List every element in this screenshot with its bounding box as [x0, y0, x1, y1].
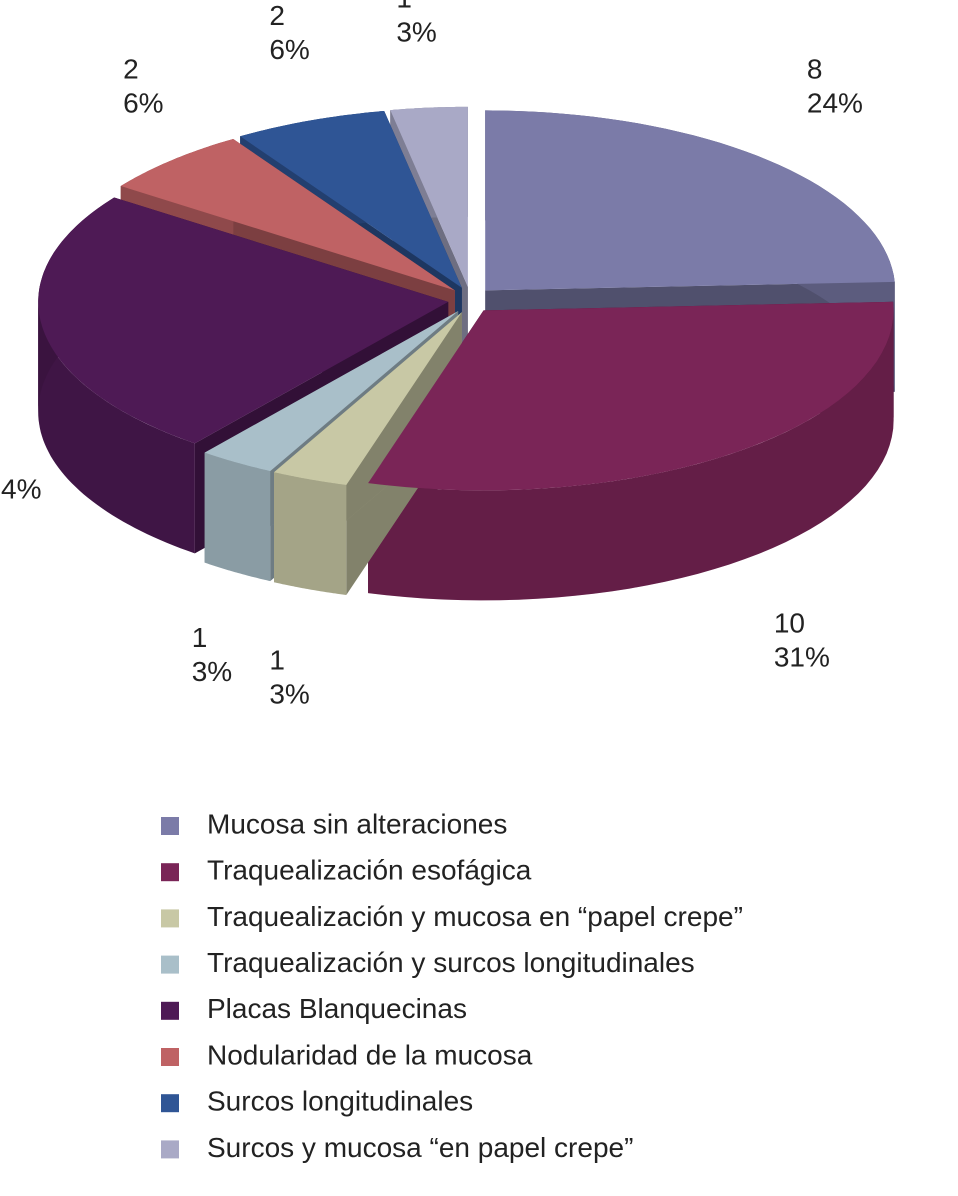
- slice: [368, 301, 894, 491]
- legend-label: Nodularidad de la mucosa: [207, 1039, 533, 1070]
- value-label: 2: [123, 53, 139, 84]
- legend-swatch: [161, 955, 179, 974]
- legend-label: Traquealización y mucosa en “papel crepe…: [207, 901, 743, 932]
- legend-swatch: [161, 863, 179, 882]
- legend-swatch: [161, 1001, 179, 1020]
- value-label: 1: [269, 645, 285, 676]
- legend-label: Placas Blanquecinas: [207, 993, 467, 1024]
- slice-wall: [274, 472, 347, 595]
- slice: [274, 312, 462, 485]
- value-label: 1: [396, 0, 412, 14]
- slice: [38, 197, 449, 444]
- percent-label: 24%: [0, 474, 42, 505]
- legend-swatch: [161, 1094, 179, 1113]
- value-label: 2: [269, 0, 285, 31]
- legend-label: Surcos longitudinales: [207, 1086, 473, 1117]
- slice: [390, 106, 468, 287]
- slice-shade: [38, 301, 195, 554]
- percent-label: 31%: [774, 642, 830, 673]
- slice-wall: [368, 310, 894, 601]
- slice-shade: [274, 472, 347, 595]
- legend-label: Traquealización esofágica: [207, 855, 532, 886]
- slice-wall: [38, 301, 195, 554]
- slice: [204, 311, 459, 472]
- slice-shade: [368, 310, 894, 601]
- legend-swatch: [161, 1140, 179, 1159]
- percent-label: 3%: [192, 656, 232, 687]
- slice-shade: [204, 452, 271, 582]
- legend-swatch: [161, 1048, 179, 1066]
- percent-label: 6%: [269, 34, 309, 65]
- legend-label: Surcos y mucosa “en papel crepe”: [207, 1132, 633, 1163]
- percent-label: 24%: [807, 87, 863, 118]
- legend-swatch: [161, 817, 179, 835]
- slice-wall: [893, 301, 894, 421]
- slice: [485, 110, 895, 291]
- percent-label: 3%: [396, 17, 436, 48]
- legend-swatch: [161, 909, 179, 928]
- slice-wall: [204, 452, 271, 582]
- value-label: 10: [774, 608, 805, 639]
- slice-shade: [893, 301, 894, 421]
- value-label: 8: [0, 440, 1, 471]
- legend-label: Mucosa sin alteraciones: [207, 808, 507, 839]
- value-label: 1: [192, 622, 208, 653]
- slice: [120, 139, 455, 291]
- percent-label: 3%: [269, 679, 309, 710]
- percent-label: 6%: [123, 87, 163, 118]
- legend-label: Traquealización y surcos longitudinales: [207, 947, 695, 978]
- value-label: 8: [807, 53, 823, 84]
- slice: [240, 111, 462, 288]
